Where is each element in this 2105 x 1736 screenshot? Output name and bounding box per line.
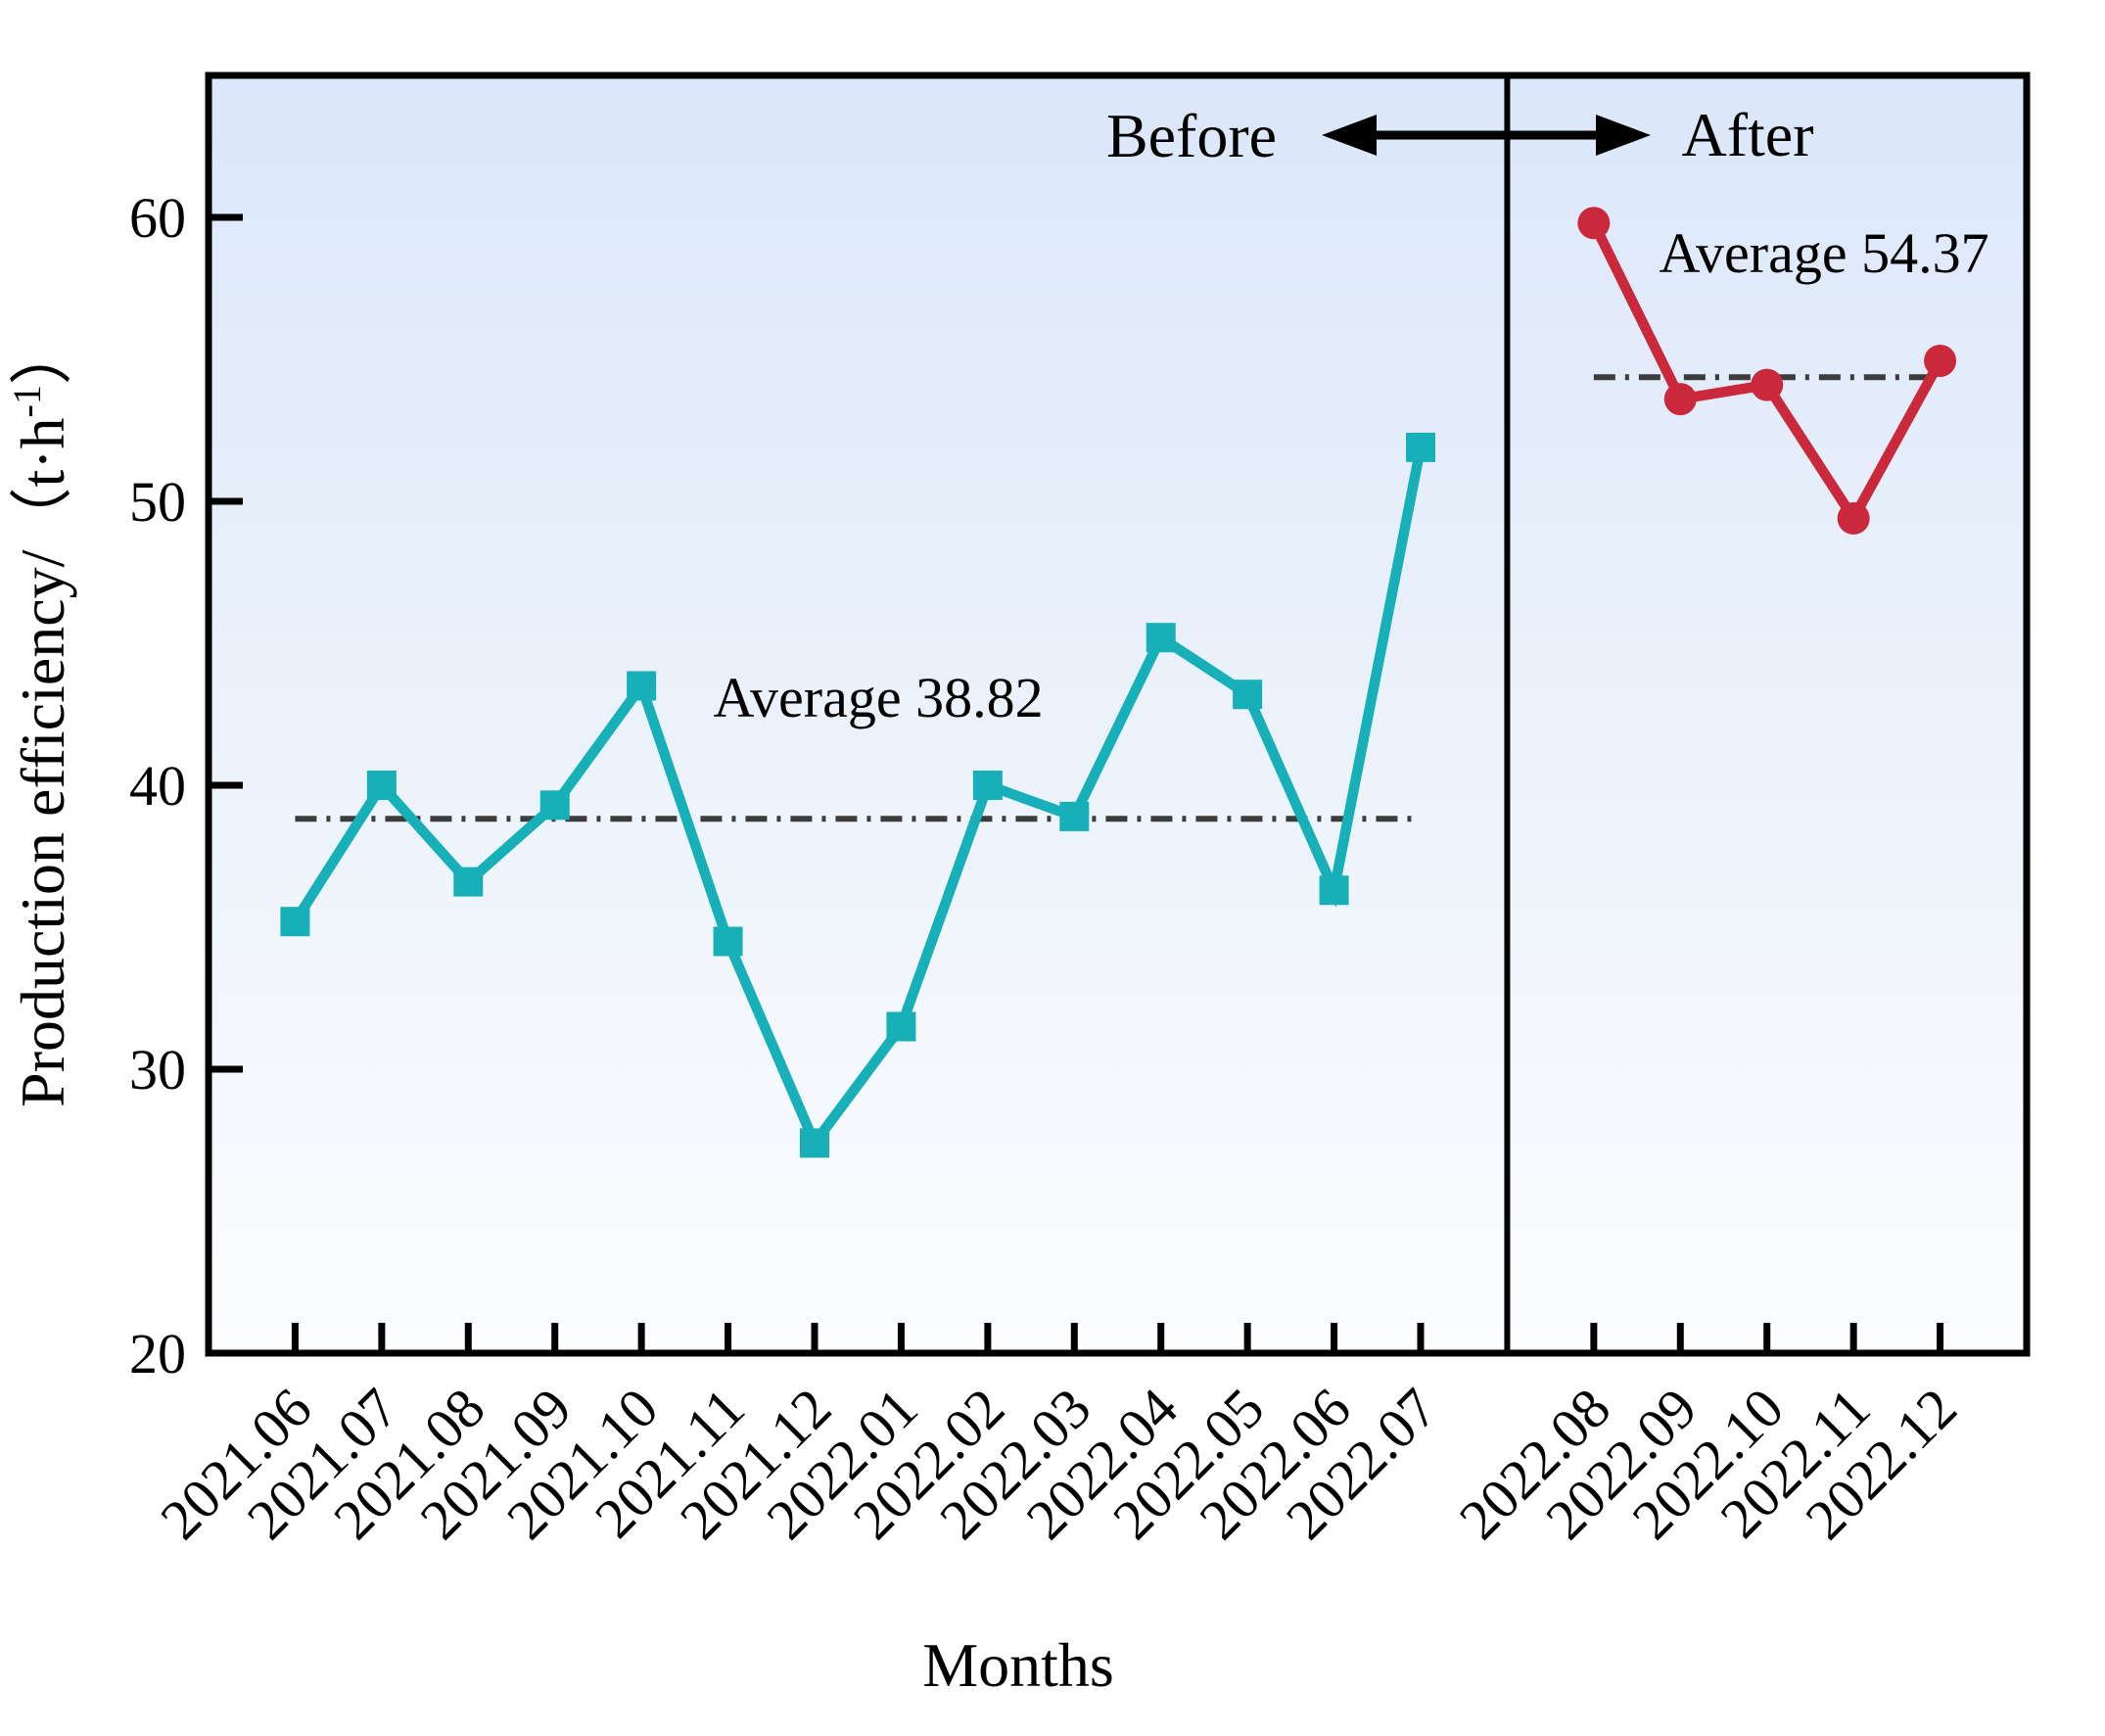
axis-ticks [211,213,1944,1357]
after-average-annotation: Average 54.37 [1659,221,1988,285]
plot-area [209,75,2027,1353]
data-point-2021.08 [453,867,484,897]
y-tick-label-40: 40 [129,754,186,818]
y-tick-label-20: 20 [129,1322,186,1385]
data-point-2021.07 [366,771,397,800]
y-axis-title: Production efficiency/（t·h-1） [5,322,77,1107]
data-point-2021.12 [800,1128,829,1158]
data-point-2021.06 [280,907,310,937]
average-lines [295,374,1941,822]
data-point-2022.04 [1146,623,1176,653]
x-axis-title: Months [922,1630,1114,1700]
data-point-2021.09 [539,790,570,821]
before-section-label: Before [1106,101,1277,170]
before-after-arrow [1322,115,1651,156]
after-section-label: After [1681,100,1813,169]
data-point-2022.08 [1577,207,1611,240]
data-point-2022.07 [1406,432,1435,462]
data-point-2022.11 [1837,501,1870,535]
data-point-2021.10 [627,671,657,701]
data-point-2022.05 [1233,680,1263,710]
data-point-2022.09 [1663,383,1697,416]
data-point-2022.03 [1059,801,1090,831]
data-point-2022.12 [1924,344,1957,377]
arrow-left-head-icon [1322,115,1377,156]
plot-border [205,71,2031,1357]
arrow-right-head-icon [1596,115,1651,156]
before-average-annotation: Average 38.82 [713,666,1043,729]
data-point-2022.10 [1751,368,1784,401]
data-series [280,207,1957,1158]
data-point-2021.11 [713,926,743,957]
data-point-2022.06 [1319,875,1349,906]
y-tick-label-60: 60 [129,186,186,250]
y-tick-label-50: 50 [129,470,186,534]
y-tick-label-30: 30 [129,1038,186,1102]
data-point-2022.01 [886,1011,916,1042]
data-point-2022.02 [972,771,1003,800]
